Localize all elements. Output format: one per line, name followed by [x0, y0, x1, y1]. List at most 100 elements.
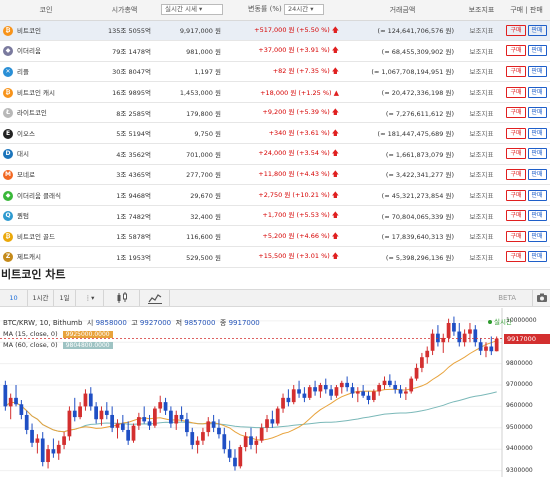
coin-name[interactable]: 비트코인 캐시: [17, 88, 55, 97]
buy-button[interactable]: 구매: [506, 251, 526, 263]
candle: [334, 387, 339, 396]
candle: [120, 423, 125, 430]
buy-button[interactable]: 구매: [506, 65, 526, 77]
indicator-link[interactable]: 보조지표: [460, 40, 503, 62]
buy-button[interactable]: 구매: [506, 127, 526, 139]
sell-button[interactable]: 판매: [527, 86, 547, 98]
col-mcap[interactable]: 시가총액: [92, 0, 157, 21]
price-tick: 10000000: [506, 316, 537, 324]
coin-name[interactable]: 이더리움: [17, 47, 41, 56]
table-row[interactable]: ✕ 리플 30조 8047억 1,197 원 +82 원 (+7.35 %) 🡅 (≈ 1,…: [0, 61, 550, 83]
price-chart[interactable]: [0, 308, 550, 477]
buy-button[interactable]: 구매: [506, 168, 526, 180]
candle: [281, 397, 285, 409]
buy-button[interactable]: 구매: [506, 24, 526, 36]
volume: (≈ 181,447,475,689 원): [345, 122, 460, 145]
candle: [142, 417, 147, 422]
up-arrow-icon: 🡅: [331, 46, 339, 55]
sell-button[interactable]: 판매: [527, 65, 547, 77]
table-row[interactable]: ₿ 비트코인 골드 1조 5878억 116,600 원 +5,200 원 (+4.66…: [0, 225, 550, 248]
coin-name[interactable]: 퀀텀: [17, 212, 29, 221]
coin-name[interactable]: 모네로: [17, 170, 35, 179]
table-row[interactable]: E 이오스 5조 5194억 9,750 원 +340 원 (+3.61 %) 🡅 (≈ 1…: [0, 122, 550, 145]
volume: (≈ 3,422,341,277 원): [345, 164, 460, 186]
candle: [179, 414, 184, 420]
sell-button[interactable]: 판매: [527, 148, 547, 160]
table-row[interactable]: Ł 라이트코인 8조 2585억 179,800 원 +9,200 원 (+5.39 %…: [0, 102, 550, 124]
indicator-link[interactable]: 보조지표: [460, 122, 503, 145]
indicator-link[interactable]: 보조지표: [460, 61, 503, 83]
indicator-button[interactable]: [140, 290, 170, 306]
candle: [457, 331, 462, 343]
market-cap: 3조 4365억: [92, 164, 157, 186]
table-row[interactable]: ◆ 이더리움 클래식 1조 9468억 29,670 원 +2,750 원 (+10.2…: [0, 184, 550, 206]
coin-name[interactable]: 이오스: [17, 129, 35, 138]
table-row[interactable]: ₿ 비트코인 캐시 16조 9895억 1,453,000 원 +18,000 원 (+…: [0, 81, 550, 103]
indicator-link[interactable]: 보조지표: [460, 143, 503, 165]
period-button[interactable]: 1시간: [28, 290, 54, 306]
beta-label: BETA: [498, 294, 516, 302]
sell-button[interactable]: 판매: [527, 45, 547, 57]
indicator-link[interactable]: 보조지표: [460, 225, 503, 248]
price-tick: 9800000: [506, 359, 533, 367]
sell-button[interactable]: 판매: [527, 107, 547, 119]
price-select[interactable]: 실시간 시세 ▾: [161, 4, 223, 16]
col-coin[interactable]: 코인: [0, 0, 92, 21]
indicator-link[interactable]: 보조지표: [460, 184, 503, 206]
screenshot-button[interactable]: [532, 290, 550, 306]
candle: [393, 385, 398, 390]
buy-button[interactable]: 구매: [506, 189, 526, 201]
up-arrow-icon: 🡅: [331, 128, 339, 137]
coin-name[interactable]: 라이트코인: [17, 109, 47, 118]
indicator-link[interactable]: 보조지표: [460, 102, 503, 124]
coin-name[interactable]: 비트코인 골드: [17, 232, 55, 241]
coin-name[interactable]: 제트캐시: [17, 253, 41, 262]
buy-button[interactable]: 구매: [506, 210, 526, 222]
indicator-link[interactable]: 보조지표: [460, 246, 503, 268]
buy-button[interactable]: 구매: [506, 86, 526, 98]
candle: [30, 429, 34, 443]
candle: [8, 397, 13, 407]
table-row[interactable]: ₿ 비트코인 135조 5055억 9,917,000 원 +517,000 원 (+5…: [0, 20, 550, 42]
sell-button[interactable]: 판매: [527, 168, 547, 180]
interval-select[interactable]: 10: [0, 290, 28, 306]
change: +340 원 (+3.61 %): [268, 128, 330, 137]
sell-button[interactable]: 판매: [527, 210, 547, 222]
candle-type-button[interactable]: [104, 290, 140, 306]
coin-name[interactable]: 이더리움 클래식: [17, 191, 61, 200]
buy-button[interactable]: 구매: [506, 45, 526, 57]
indicator-link[interactable]: 보조지표: [460, 81, 503, 103]
candle: [136, 417, 141, 426]
buy-button[interactable]: 구매: [506, 230, 526, 242]
sell-button[interactable]: 판매: [527, 189, 547, 201]
table-row[interactable]: D 대시 4조 3562억 701,000 원 +24,000 원 (+3.54 %) 🡅…: [0, 143, 550, 165]
period-select[interactable]: 24시간 ▾: [283, 4, 324, 16]
sell-button[interactable]: 판매: [527, 251, 547, 263]
sell-button[interactable]: 판매: [527, 24, 547, 36]
indicator-link[interactable]: 보조지표: [460, 20, 503, 42]
coin-name[interactable]: 비트코인: [17, 26, 41, 35]
col-volume[interactable]: 거래금액: [345, 0, 460, 21]
coin-name[interactable]: 대시: [17, 150, 29, 159]
sell-button[interactable]: 판매: [527, 127, 547, 139]
market-cap: 1조 1953억: [92, 246, 157, 268]
buy-button[interactable]: 구매: [506, 107, 526, 119]
candle: [409, 378, 414, 392]
candle: [83, 393, 88, 407]
table-row[interactable]: ◆ 이더리움 79조 1478억 981,000 원 +37,000 원 (+3.91 …: [0, 40, 550, 62]
range-button[interactable]: 1일: [54, 290, 76, 306]
sell-button[interactable]: 판매: [527, 230, 547, 242]
coin-name[interactable]: 리플: [17, 67, 29, 76]
table-row[interactable]: Z 제트캐시 1조 1953억 529,500 원 +15,500 원 (+3.01 %…: [0, 246, 550, 268]
indicator-link[interactable]: 보조지표: [460, 164, 503, 186]
buy-button[interactable]: 구매: [506, 148, 526, 160]
candle: [297, 389, 301, 394]
market-cap: 5조 5194억: [92, 122, 157, 145]
table-row[interactable]: Q 퀀텀 1조 7482억 32,400 원 +1,700 원 (+5.53 %) 🡅 (≈…: [0, 205, 550, 227]
col-change[interactable]: 변동률 (%): [248, 5, 282, 14]
col-action: 구매 | 판매: [503, 0, 550, 21]
more-menu[interactable]: ⋮▾: [76, 290, 104, 306]
candle: [110, 414, 115, 428]
table-row[interactable]: M 모네로 3조 4365억 277,700 원 +11,800 원 (+4.43 %)…: [0, 164, 550, 186]
indicator-link[interactable]: 보조지표: [460, 205, 503, 227]
